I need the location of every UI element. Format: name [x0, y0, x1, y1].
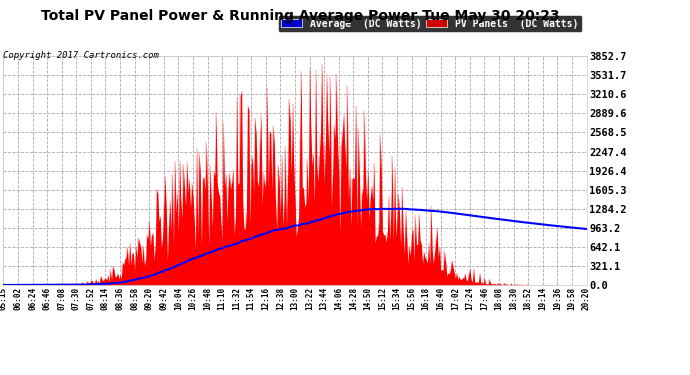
Legend: Average  (DC Watts), PV Panels  (DC Watts): Average (DC Watts), PV Panels (DC Watts) — [277, 15, 582, 32]
Text: Copyright 2017 Cartronics.com: Copyright 2017 Cartronics.com — [3, 51, 159, 60]
Text: Total PV Panel Power & Running Average Power Tue May 30 20:23: Total PV Panel Power & Running Average P… — [41, 9, 560, 23]
